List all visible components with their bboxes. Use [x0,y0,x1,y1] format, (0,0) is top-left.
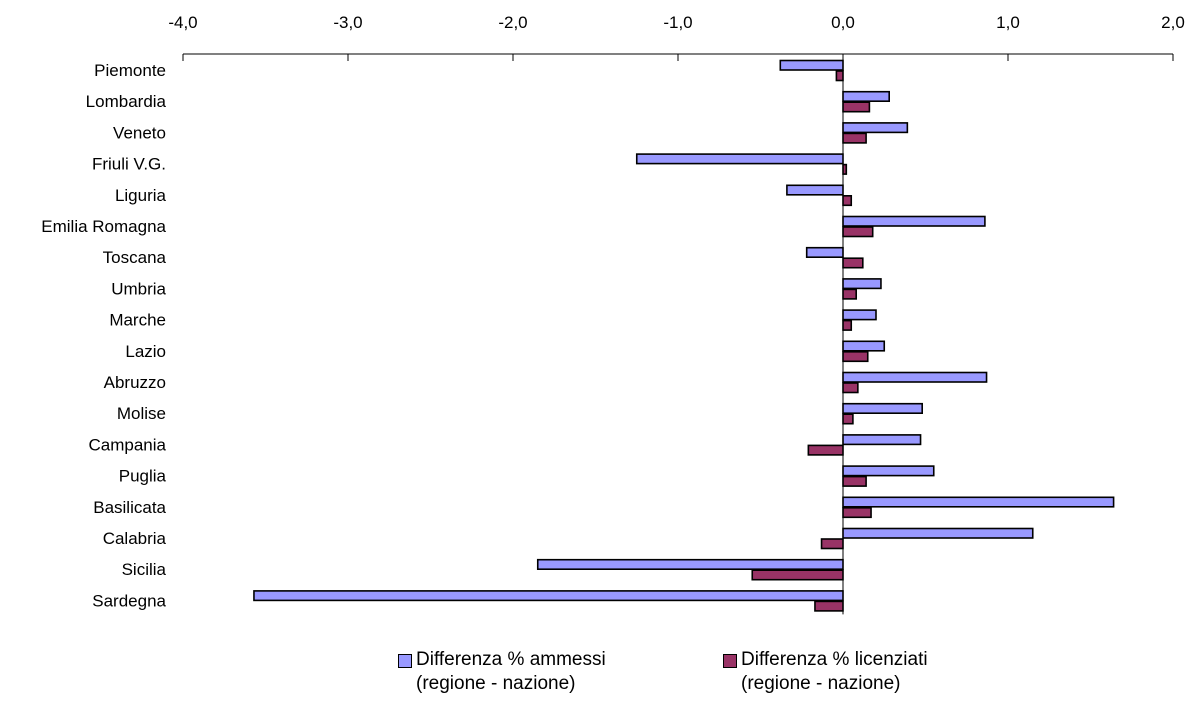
legend-label-licenziati: Differenza % licenziati (regione - nazio… [741,648,928,696]
x-tick-label: 0,0 [831,13,855,32]
category-label: Calabria [103,529,167,548]
legend-item-licenziati: Differenza % licenziati (regione - nazio… [723,648,928,696]
x-tick-label: 1,0 [996,13,1020,32]
category-label: Toscana [103,248,167,267]
bar-licenziati [843,133,866,143]
bar-ammessi [843,279,881,289]
bar-ammessi [787,185,843,195]
bar-licenziati [822,539,843,549]
category-label: Marche [109,311,166,330]
bar-ammessi [843,466,934,476]
bar-ammessi [254,591,843,601]
bar-licenziati [836,71,843,81]
category-label: Veneto [113,123,166,142]
category-label: Abruzzo [104,373,166,392]
bar-ammessi [843,217,985,227]
category-label: Sicilia [122,560,167,579]
bar-licenziati [808,445,843,455]
category-label: Lazio [125,342,166,361]
legend: Differenza % ammessi (regione - nazione)… [0,648,1195,698]
bar-ammessi [843,341,884,351]
bar-licenziati [843,227,873,237]
category-label: Emilia Romagna [41,217,166,236]
bar-licenziati [843,352,868,362]
category-label: Friuli V.G. [92,155,166,174]
legend-swatch-licenziati [723,654,737,668]
category-label: Sardegna [92,591,166,610]
category-label: Molise [117,404,166,423]
category-label: Campania [89,435,167,454]
bar-licenziati [843,289,856,299]
bar-licenziati [843,258,863,268]
bar-licenziati [843,383,858,393]
bar-licenziati [843,102,869,112]
bar-licenziati [843,508,871,518]
bar-chart: -4,0 -3,0 -2,0 -1,0 0,0 1,0 2,0 Piemonte Lombar… [0,0,1195,640]
bar-licenziati [752,570,843,580]
bar-ammessi [843,92,889,102]
x-tick-label: 2,0 [1161,13,1185,32]
bar-ammessi [538,560,843,570]
bar-ammessi [843,310,876,320]
category-label: Piemonte [94,61,166,80]
x-tick-label: -3,0 [333,13,362,32]
bar-ammessi [637,154,843,164]
bar-licenziati [843,477,866,487]
category-labels: Piemonte Lombardia Veneto Friuli V.G. Liguri… [41,61,166,610]
bar-licenziati [843,414,853,424]
category-label: Umbria [111,279,166,298]
bar-licenziati [843,196,851,206]
bar-licenziati [815,601,843,611]
x-tick-label: -2,0 [498,13,527,32]
bar-ammessi [843,123,907,132]
bar-ammessi [780,61,843,71]
bar-licenziati [843,321,851,331]
legend-item-ammessi: Differenza % ammessi (regione - nazione) [398,648,606,696]
x-axis: -4,0 -3,0 -2,0 -1,0 0,0 1,0 2,0 [168,13,1184,61]
bar-ammessi [843,404,922,414]
x-tick-label: -4,0 [168,13,197,32]
bar-ammessi [843,373,987,383]
category-label: Puglia [119,467,167,486]
bar-ammessi [843,529,1033,539]
bars [254,61,1114,611]
category-label: Liguria [115,186,167,205]
bar-ammessi [807,248,843,258]
category-label: Basilicata [93,498,166,517]
category-label: Lombardia [86,92,167,111]
bar-ammessi [843,435,921,445]
bar-ammessi [843,497,1114,507]
legend-label-ammessi: Differenza % ammessi (regione - nazione) [416,648,606,696]
x-tick-label: -1,0 [663,13,692,32]
legend-swatch-ammessi [398,654,412,668]
